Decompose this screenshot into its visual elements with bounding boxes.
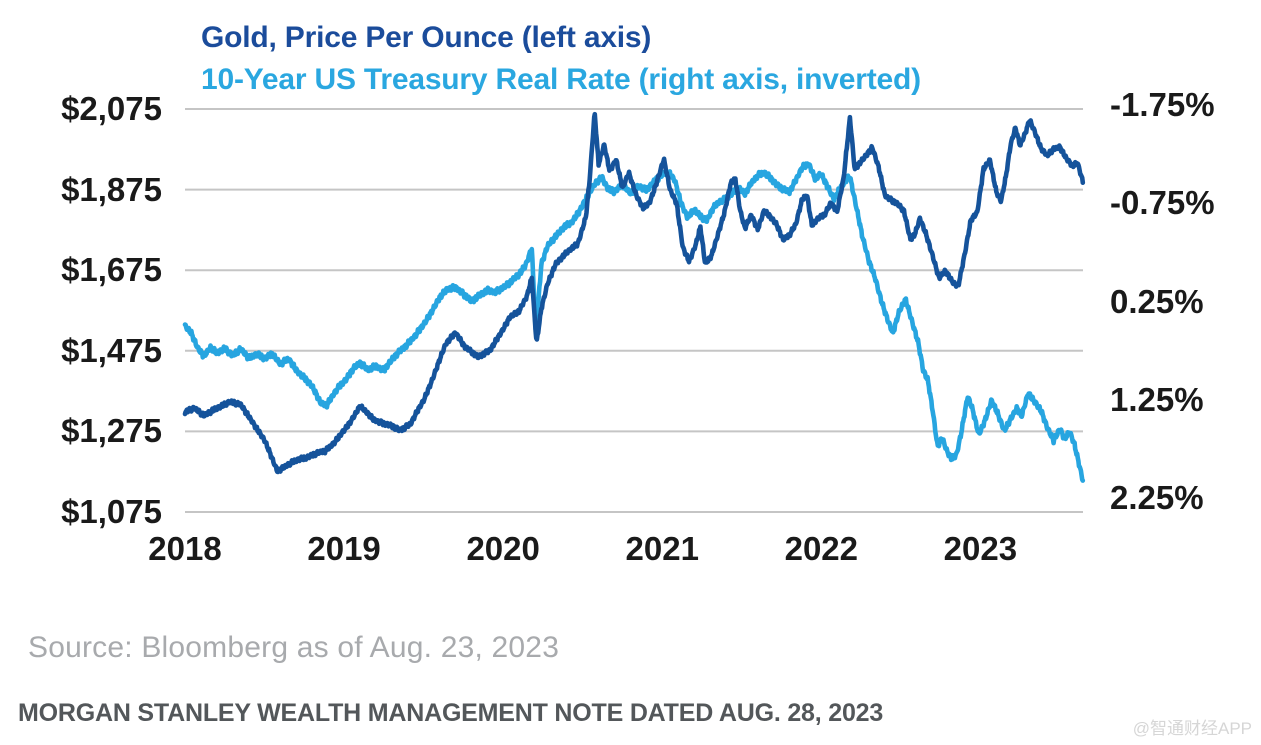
right-axis-tick: 2.25%	[1110, 479, 1204, 516]
series-path-real-rate	[182, 161, 1086, 483]
right-axis-tick: -0.75%	[1110, 184, 1215, 222]
x-axis-tick: 2022	[784, 530, 859, 567]
x-axis-tick: 2018	[148, 530, 222, 567]
series-path-gold	[182, 111, 1086, 475]
watermark: @智通财经APP	[1132, 719, 1252, 738]
left-axis-tick: $1,075	[61, 493, 162, 530]
left-axis-tick: $1,675	[61, 251, 162, 289]
x-axis-tick: 2023	[943, 530, 1018, 567]
source-note: Source: Bloomberg as of Aug. 23, 2023	[28, 631, 560, 664]
left-axis-tick: $2,075	[61, 90, 162, 127]
chart-title-gold-line: Gold, Price Per Ounce (left axis)	[201, 21, 652, 54]
right-axis-tick: 0.25%	[1110, 282, 1204, 320]
x-axis-tick: 2021	[625, 530, 699, 567]
right-axis-tick: -1.75%	[1110, 86, 1215, 123]
x-axis-tick: 2019	[307, 530, 381, 567]
left-axis-tick: $1,875	[61, 170, 162, 208]
left-axis-tick: $1,475	[61, 331, 162, 369]
x-axis-tick: 2020	[466, 530, 540, 567]
right-axis-tick: 1.25%	[1110, 380, 1204, 418]
report-note-title: MORGAN STANLEY WEALTH MANAGEMENT NOTE DA…	[18, 699, 884, 727]
chart-title-real-rate-line: 10-Year US Treasury Real Rate (right axi…	[201, 63, 921, 96]
left-axis-tick: $1,275	[61, 412, 162, 450]
